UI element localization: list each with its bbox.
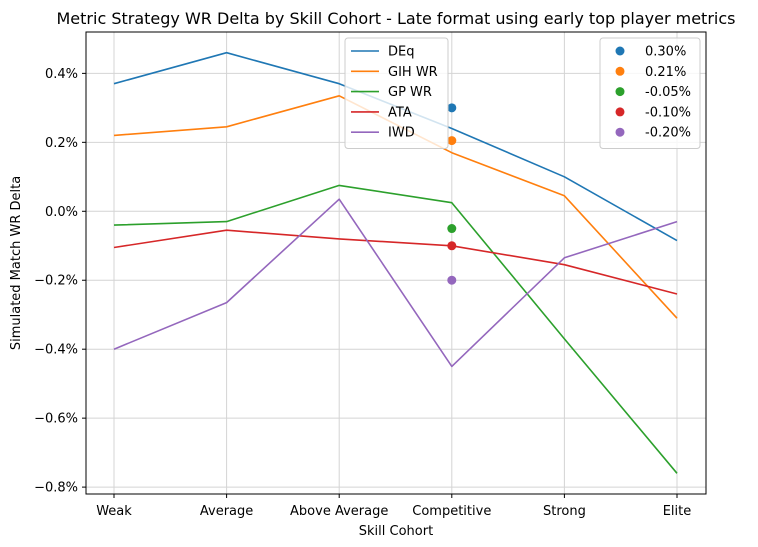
- legend-point-swatch: [615, 66, 625, 76]
- y-tick-label: −0.8%: [34, 481, 78, 496]
- point-marker: [447, 241, 457, 251]
- point-marker: [447, 136, 457, 146]
- legend-point-label: -0.05%: [645, 85, 691, 100]
- series-line-gp-wr: [113, 184, 678, 474]
- point-markers: [447, 103, 457, 285]
- series-line-ata: [113, 229, 678, 295]
- y-axis-title: Simulated Match WR Delta: [9, 176, 24, 350]
- y-axis: 0.4% 0.2% 0.0% −0.2% −0.4% −0.6% −0.8%: [34, 67, 86, 496]
- x-tick-label: Strong: [543, 504, 586, 519]
- x-tick-label: Competitive: [412, 504, 491, 519]
- legend-line-label: GP WR: [388, 85, 432, 100]
- y-tick-label: −0.4%: [34, 343, 78, 358]
- legend-points-frame: [599, 37, 701, 149]
- point-marker: [447, 275, 457, 285]
- x-axis: Weak Average Above Average Competitive Stron…: [96, 494, 691, 519]
- x-tick-label: Weak: [96, 504, 132, 519]
- legend-lines-frame: [344, 37, 449, 149]
- x-tick-label: Elite: [663, 504, 692, 519]
- point-marker: [447, 224, 457, 234]
- legend-point-label: 0.21%: [645, 65, 686, 80]
- y-tick-label: 0.0%: [45, 205, 78, 220]
- x-tick-label: Above Average: [290, 504, 388, 519]
- x-axis-title: Skill Cohort: [359, 524, 433, 539]
- legend-points: 0.30% 0.21% -0.05% -0.10% -0.20%: [599, 37, 701, 149]
- legend-line-label: ATA: [388, 105, 412, 120]
- legend-line-label: GIH WR: [388, 65, 438, 80]
- legend-point-label: 0.30%: [645, 45, 686, 60]
- legend-point-swatch: [615, 46, 625, 56]
- legend-point-swatch: [615, 87, 625, 97]
- chart-title: Metric Strategy WR Delta by Skill Cohort…: [57, 9, 736, 28]
- legend-point-label: -0.20%: [645, 126, 691, 141]
- x-tick-label: Average: [200, 504, 253, 519]
- y-tick-label: −0.2%: [34, 274, 78, 289]
- legend-point-label: -0.10%: [645, 105, 691, 120]
- y-tick-label: 0.2%: [45, 136, 78, 151]
- point-marker: [447, 103, 457, 113]
- y-tick-label: 0.4%: [45, 67, 78, 82]
- plot-frame: [85, 31, 707, 495]
- series-line-iwd: [113, 198, 678, 368]
- legend-line-label: DEq: [388, 45, 414, 60]
- y-tick-label: −0.6%: [34, 412, 78, 427]
- legend-lines: DEq GIH WR GP WR ATA IWD: [344, 37, 449, 149]
- legend-point-swatch: [615, 107, 625, 117]
- legend-line-label: IWD: [388, 126, 415, 141]
- legend-point-swatch: [615, 127, 625, 137]
